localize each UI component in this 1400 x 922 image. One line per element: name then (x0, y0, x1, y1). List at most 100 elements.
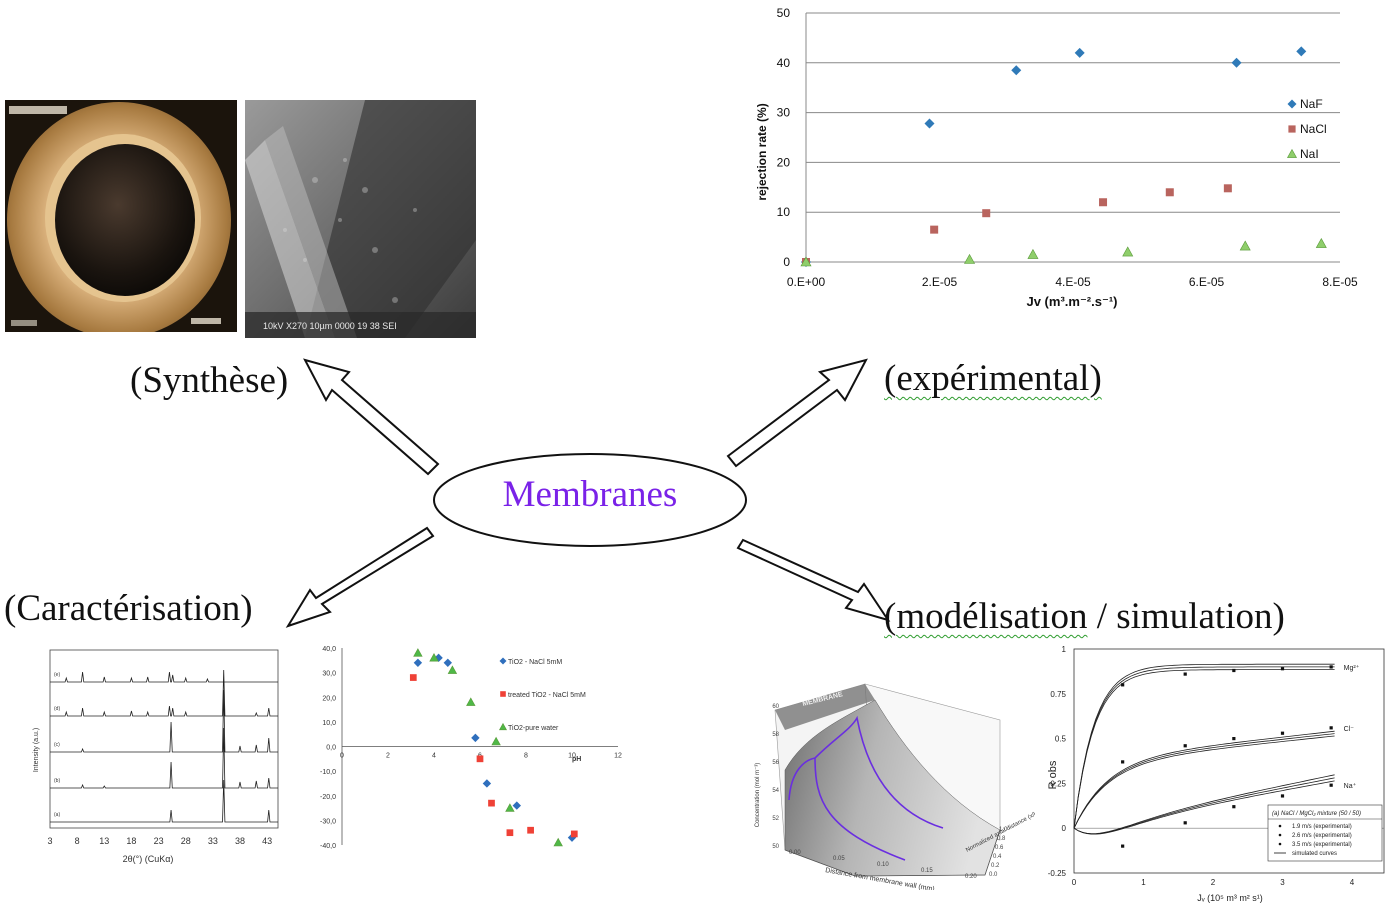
legend-box (1267, 804, 1383, 862)
legend-label: NaI (1300, 147, 1319, 161)
x-tick-label: 12 (614, 753, 622, 760)
experimental-point (1183, 821, 1187, 825)
y-tick-label: 10 (777, 205, 791, 219)
experimental-point (1121, 760, 1125, 764)
arrow-to-caracterisation (285, 526, 435, 628)
zeta-data-point (447, 665, 458, 674)
legend-marker (1288, 125, 1296, 133)
y-tick-label: -0.25 (1048, 869, 1067, 878)
x-tick-label: 0 (1072, 878, 1077, 887)
y-tick-label: -10,0 (320, 769, 336, 776)
sem-caption: 10kV X270 10µm 0000 19 38 SEI (263, 321, 397, 331)
membrane-cross-section-photo (5, 100, 237, 332)
data-point-nacl (982, 209, 991, 218)
zeta-data-point (471, 733, 480, 743)
rejection-rate-chart: 0 10 20 30 40 50 0.E+00 2.E-05 4.E-05 6.E-05 8.E-… (755, 6, 1358, 309)
legend-label: 3.5 m/s (experimental) (1292, 842, 1352, 848)
zeta-data-point (488, 799, 495, 807)
data-point-nai (800, 256, 812, 267)
y-tick-label: 40,0 (322, 646, 336, 653)
y-tick-label: -40,0 (320, 843, 336, 850)
data-point-nai (1122, 246, 1134, 257)
experimental-point (1183, 672, 1187, 676)
x-tick-label: 38 (235, 836, 245, 846)
experimental-point (1280, 667, 1285, 671)
legend-marker (499, 657, 507, 665)
rejection-ylabel: rejection rate (%) (755, 103, 769, 200)
x-tick-label: 0.20 (965, 874, 977, 880)
xrd-xlabel: 2θ(°) (CuKα) (123, 854, 174, 864)
y-tick-label: -30,0 (320, 818, 336, 825)
data-point-nai (1027, 248, 1039, 259)
x-tick-label: 18 (126, 836, 136, 846)
experimental-point (1232, 805, 1236, 809)
legend-marker (1278, 824, 1282, 828)
z-tick-label: 1.0 (999, 827, 1008, 833)
x-tick-label: 0.05 (833, 856, 845, 862)
experimental-point (1329, 726, 1333, 730)
arrow-to-experimental (726, 358, 868, 468)
experimental-text: (expérimental) (884, 358, 1102, 399)
synthese-label: (Synthèse) (130, 360, 289, 401)
zeta-data-point (570, 830, 578, 838)
data-point-naf (1011, 65, 1022, 76)
y-tick-label: 40 (777, 56, 791, 70)
data-point-naf (924, 118, 935, 129)
x-tick-label: 2.E-05 (922, 275, 958, 289)
x-tick-label: 0.E+00 (787, 275, 826, 289)
x-tick-label: 0.00 (789, 850, 801, 856)
y-tick-label: 0.25 (1050, 779, 1066, 788)
zeta-data-point (491, 736, 501, 746)
caracterisation-label: (Caractérisation) (4, 588, 253, 629)
curve-label: Mg²⁺ (1344, 664, 1360, 672)
y-tick-label: 20,0 (322, 695, 336, 702)
legend-label: 2.6 m/s (experimental) (1292, 833, 1352, 839)
experimental-point (1280, 794, 1285, 798)
legend-label: TiO2-pure water (508, 725, 559, 732)
z-tick-label: 0.8 (997, 836, 1006, 842)
legend-marker (500, 691, 506, 697)
x-tick-label: 3 (1280, 878, 1285, 887)
zeta-data-point (413, 658, 423, 667)
simulated-curve (1073, 669, 1335, 829)
y-tick-label: 10,0 (322, 720, 336, 727)
data-point-nacl (1165, 188, 1174, 197)
simulated-curve (1073, 780, 1335, 835)
arrow-to-modelisation (736, 538, 891, 622)
y-tick-label: 58 (772, 732, 779, 738)
modelisation-sep: / (1087, 596, 1117, 637)
x-tick-label: 13 (99, 836, 109, 846)
x-tick-label: 2 (386, 753, 390, 760)
y-tick-label: 60 (772, 704, 779, 710)
legend-marker (1287, 99, 1297, 109)
experimental-point (1232, 668, 1236, 673)
arrow-to-synthese (303, 358, 440, 476)
x-tick-label: 43 (262, 836, 272, 846)
data-point-naf (1074, 47, 1085, 58)
data-point-nai (1315, 237, 1327, 248)
experimental-point (1329, 783, 1333, 787)
data-point-nai (964, 253, 976, 264)
simulated-curve (1073, 774, 1335, 835)
y-tick-label: 30 (777, 106, 791, 120)
data-point-nacl (930, 225, 939, 234)
legend-marker (1278, 833, 1282, 837)
zeta-data-point (505, 803, 515, 812)
experimental-point (1121, 844, 1125, 848)
y-tick-label: 20 (777, 155, 791, 169)
y-tick-label: 30,0 (322, 671, 336, 678)
y-tick-label: 52 (772, 816, 779, 822)
r-obs-chart: 1 0.75 0.5 0.25 0 -0.25 0 1 2 3 4 Mg²⁺ Cl⁻ Na⁺ (a) N… (1047, 645, 1385, 903)
data-point-nacl (1223, 184, 1232, 193)
experimental-point (1232, 737, 1236, 741)
x-tick-label: 33 (208, 836, 218, 846)
x-tick-label: 4.E-05 (1055, 275, 1091, 289)
central-node (433, 453, 747, 547)
modelisation-text-a: (modélisation (884, 596, 1088, 637)
x-tick-label: 8 (524, 753, 528, 760)
curve-label: Na⁺ (1344, 782, 1357, 790)
modelisation-text-b: simulation) (1116, 596, 1285, 637)
zeta-data-point (466, 697, 476, 706)
